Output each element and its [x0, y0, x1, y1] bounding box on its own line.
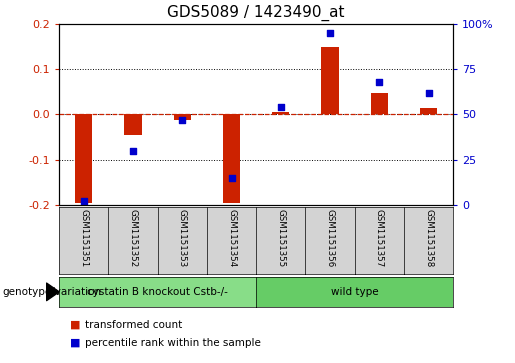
Text: wild type: wild type [331, 287, 379, 297]
Point [80, 199, 88, 204]
Polygon shape [46, 283, 59, 301]
Point [424, 90, 433, 95]
Text: percentile rank within the sample: percentile rank within the sample [85, 338, 261, 348]
Bar [420, 107, 437, 114]
Point [277, 104, 285, 110]
Text: GSM1151356: GSM1151356 [325, 209, 335, 267]
Text: transformed count: transformed count [85, 320, 182, 330]
Point [129, 148, 137, 154]
Bar [272, 112, 289, 114]
Text: GSM1151351: GSM1151351 [79, 209, 89, 267]
Text: GSM1151357: GSM1151357 [375, 209, 384, 267]
Text: GSM1151353: GSM1151353 [178, 209, 187, 267]
Bar [125, 114, 142, 135]
Text: ■: ■ [70, 320, 80, 330]
Point [178, 117, 186, 123]
Point [326, 30, 334, 36]
Bar [174, 114, 191, 120]
Text: genotype/variation: genotype/variation [3, 287, 101, 297]
Bar [75, 114, 93, 203]
Text: ■: ■ [70, 338, 80, 348]
Text: GSM1151355: GSM1151355 [277, 209, 285, 267]
Title: GDS5089 / 1423490_at: GDS5089 / 1423490_at [167, 5, 345, 21]
Bar [223, 114, 240, 203]
Text: GSM1151358: GSM1151358 [424, 209, 433, 267]
Bar [371, 93, 388, 114]
Text: cystatin B knockout Cstb-/-: cystatin B knockout Cstb-/- [87, 287, 228, 297]
Bar [321, 47, 339, 114]
Text: GSM1151354: GSM1151354 [227, 209, 236, 267]
Point [228, 175, 236, 181]
Text: GSM1151352: GSM1151352 [129, 209, 138, 267]
Point [375, 79, 384, 85]
